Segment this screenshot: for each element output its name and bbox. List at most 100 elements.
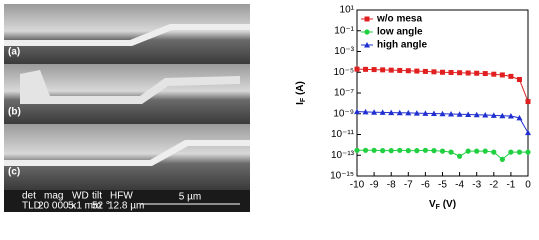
- marker: [414, 68, 420, 74]
- y-tick-label: 10⁻³: [334, 46, 354, 57]
- y-tick-label: 10⁻⁵: [333, 67, 354, 78]
- marker: [499, 112, 506, 119]
- marker: [380, 67, 386, 73]
- sem-panel: [4, 4, 250, 64]
- marker: [405, 109, 412, 116]
- marker: [422, 147, 428, 153]
- marker: [371, 67, 377, 73]
- marker: [440, 69, 445, 75]
- marker: [465, 148, 471, 154]
- xlabel-label-unit: (V): [440, 199, 456, 210]
- ylabel-label-sub: F: [300, 97, 307, 102]
- marker: [482, 148, 488, 154]
- y-tick-label: 10⁻¹³: [331, 150, 355, 161]
- chart: 10¹10⁻¹10⁻³10⁻⁵10⁻⁷10⁻⁹10⁻¹¹10⁻¹³10⁻¹⁵-1…: [295, 5, 532, 211]
- panel-label: (a): [8, 47, 20, 58]
- y-tick-label: 10⁻¹¹: [331, 129, 355, 140]
- x-tick-label: -2: [489, 180, 498, 191]
- y-tick-label: 10⁻¹: [334, 25, 354, 36]
- ylabel-label-main: I: [295, 102, 306, 105]
- marker: [490, 112, 497, 118]
- figure: (a) (b) (c) det TLD mag 20 000 x WD 5.1 …: [4, 4, 532, 212]
- marker: [525, 99, 531, 105]
- marker: [448, 110, 455, 117]
- info-text: 5.1 mm: [68, 201, 101, 212]
- marker: [499, 72, 505, 78]
- marker: [422, 68, 428, 74]
- legend-label: low angle: [377, 27, 423, 38]
- scale-text: 5 µm: [179, 192, 201, 203]
- marker: [491, 149, 497, 155]
- marker: [413, 110, 420, 116]
- marker: [405, 68, 411, 74]
- x-tick-label: -8: [387, 180, 396, 191]
- y-tick-label: 10⁻⁹: [333, 108, 354, 119]
- ylabel-label-unit: (A): [295, 81, 306, 98]
- sem-info-bar: [4, 190, 250, 212]
- marker: [422, 110, 429, 116]
- marker: [482, 112, 489, 118]
- marker: [362, 108, 369, 115]
- panel-label: (b): [8, 107, 21, 118]
- marker: [364, 16, 370, 22]
- marker: [354, 108, 360, 115]
- info-text: det: [22, 191, 36, 202]
- marker: [364, 42, 370, 48]
- info-text: 52 °: [92, 201, 110, 212]
- ylabel-label: IF (A): [295, 81, 307, 105]
- xlabel-label-sub: F: [436, 204, 441, 211]
- marker: [405, 148, 411, 154]
- marker: [439, 148, 446, 154]
- marker: [363, 66, 369, 72]
- marker: [482, 71, 488, 77]
- marker: [448, 69, 454, 75]
- info-text: HFW: [110, 191, 133, 202]
- marker: [516, 149, 523, 155]
- marker: [364, 29, 370, 35]
- info-text: 20 000 x: [38, 201, 76, 212]
- legend-label: high angle: [377, 40, 427, 51]
- marker: [371, 109, 378, 115]
- marker: [388, 109, 395, 116]
- marker: [499, 156, 505, 162]
- marker: [456, 111, 463, 117]
- y-tick-label: 10⁻¹⁵: [330, 171, 354, 182]
- marker: [474, 148, 480, 154]
- marker: [397, 67, 403, 73]
- info-text: TLD: [22, 201, 41, 212]
- x-tick-label: -4: [455, 180, 464, 191]
- y-tick-label: 10⁻⁷: [334, 88, 354, 99]
- sem-structure: [4, 24, 250, 46]
- info-text: mag: [44, 191, 63, 202]
- info-text: WD: [72, 191, 89, 202]
- marker: [465, 111, 472, 117]
- marker: [465, 70, 471, 76]
- x-tick-label: -10: [350, 180, 365, 191]
- marker: [430, 110, 437, 117]
- info-text: tilt: [92, 191, 102, 202]
- x-tick-label: -6: [421, 180, 430, 191]
- marker: [516, 77, 522, 83]
- panel-label: (c): [8, 167, 20, 178]
- marker: [388, 67, 394, 73]
- marker: [508, 149, 514, 155]
- x-tick-label: -7: [404, 180, 413, 191]
- marker: [507, 113, 514, 119]
- marker: [474, 70, 480, 76]
- marker: [516, 114, 523, 121]
- x-tick-label: -9: [370, 180, 379, 191]
- x-tick-label: 0: [525, 180, 531, 191]
- marker: [354, 147, 360, 153]
- marker: [457, 153, 463, 159]
- sem-panel: [4, 124, 250, 190]
- marker: [388, 148, 394, 154]
- marker: [362, 147, 369, 153]
- sem-images: (a) (b) (c) det TLD mag 20 000 x WD 5.1 …: [4, 4, 250, 212]
- marker: [354, 66, 360, 72]
- sem-structure: [20, 70, 240, 104]
- marker: [525, 129, 531, 136]
- info-text: 12.8 µm: [108, 201, 144, 212]
- marker: [371, 147, 377, 153]
- x-tick-label: -1: [506, 180, 515, 191]
- marker: [431, 69, 437, 75]
